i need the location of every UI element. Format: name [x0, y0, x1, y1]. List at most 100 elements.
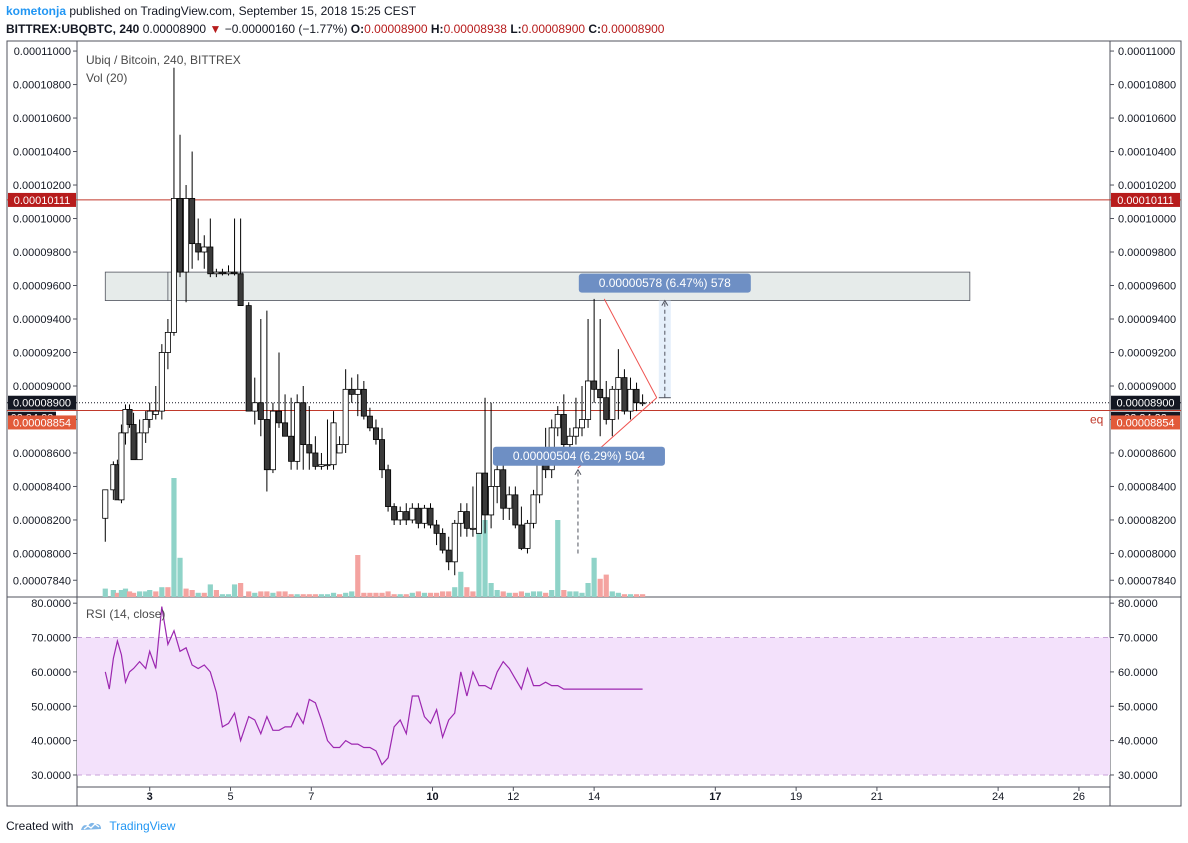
current-price-label: 0.00008900	[1116, 398, 1174, 410]
volume-bar	[300, 594, 306, 597]
volume-bar	[118, 590, 125, 597]
resistance-price-label: 0.00010111	[1117, 195, 1173, 207]
candle	[482, 397, 489, 534]
candle	[439, 528, 446, 554]
publish-info: published on TradingView.com, September …	[69, 4, 417, 18]
y-tick-label-right: 0.00009800	[1118, 247, 1176, 259]
open-label: O:	[350, 22, 365, 36]
x-tick-label: 19	[790, 791, 802, 803]
volume-bar	[409, 592, 415, 597]
volume-bar	[573, 591, 579, 597]
volume-bar	[143, 591, 149, 597]
volume-bar	[597, 578, 603, 597]
y-tick-label-left: 0.00010800	[13, 80, 71, 92]
current-price-label-box	[1111, 395, 1180, 410]
candle	[445, 536, 452, 571]
candle-body	[102, 489, 109, 519]
volume-bar	[189, 590, 195, 597]
rsi-tick-label-left: 30.0000	[31, 770, 71, 782]
candle	[488, 402, 495, 529]
candle	[421, 504, 428, 529]
current-price-label-box	[8, 395, 76, 410]
candle	[391, 503, 398, 525]
open-value: 0.00008900	[364, 22, 428, 36]
candle-body	[397, 511, 404, 521]
volume-bar	[373, 592, 379, 597]
volume-bar	[195, 592, 201, 597]
candle	[318, 452, 325, 470]
rsi-tick-label-right: 30.0000	[1118, 770, 1158, 782]
volume-bar	[518, 591, 524, 597]
candle-body	[433, 524, 440, 534]
author-link[interactable]: kometonja	[6, 4, 67, 18]
rsi-line	[104, 606, 643, 766]
candle	[170, 67, 177, 336]
rsi-band	[77, 637, 1110, 775]
candle	[245, 302, 252, 412]
candle	[554, 406, 561, 437]
volume-bar	[543, 592, 549, 597]
chart-title: Ubiq / Bitcoin, 240, BITTREX	[86, 53, 241, 67]
candle-body	[126, 409, 133, 425]
tradingview-link[interactable]: TradingView	[109, 819, 176, 833]
candle-body	[597, 388, 604, 399]
candle-body	[213, 271, 220, 275]
candle	[251, 377, 258, 425]
volume-bar	[282, 591, 288, 597]
volume-bar	[231, 584, 238, 597]
candle-body	[639, 402, 646, 405]
candle	[294, 394, 301, 470]
rsi-tick-label-right: 60.0000	[1118, 667, 1158, 679]
candle-body	[312, 452, 319, 467]
volume-bar	[114, 592, 120, 597]
candle	[397, 506, 404, 525]
candle-body	[330, 422, 337, 466]
candle-body	[251, 402, 258, 412]
y-tick-label-left: 0.00008200	[13, 515, 71, 527]
volume-bar	[488, 583, 494, 597]
volume-bar	[530, 591, 537, 597]
candle	[237, 218, 244, 307]
y-tick-label-left: 0.00008600	[13, 448, 71, 460]
candle-body	[379, 439, 386, 471]
low-value: 0.00008900	[521, 22, 586, 36]
y-tick-label-right: 0.00010400	[1118, 147, 1176, 159]
candle	[348, 377, 355, 403]
candle-body	[385, 469, 392, 507]
candle	[433, 519, 440, 546]
volume-bar	[246, 591, 252, 597]
candle-body	[164, 331, 171, 353]
candle	[195, 218, 202, 261]
volume-bar	[213, 590, 219, 597]
candle-body	[391, 506, 398, 521]
candle-body	[118, 432, 125, 501]
candle-body	[257, 402, 264, 420]
candle-body	[585, 380, 592, 420]
measure-arrow-icon	[661, 299, 669, 306]
candle	[621, 369, 628, 415]
x-tick-label: 21	[871, 791, 883, 803]
candle	[118, 424, 125, 504]
candle-body	[591, 380, 598, 390]
volume-bar	[324, 594, 331, 597]
tradingview-logo-icon	[81, 822, 102, 830]
candle	[189, 151, 196, 269]
candle-body	[324, 464, 331, 467]
x-tick-label: 26	[1073, 791, 1085, 803]
measure-label-box	[492, 446, 665, 466]
publish-header: kometonja published on TradingView.com, …	[6, 4, 416, 18]
candle-body	[225, 271, 232, 275]
rsi-label: RSI (14, close)	[86, 607, 165, 621]
candle	[597, 319, 604, 437]
candle	[524, 519, 531, 554]
volume-bar	[391, 594, 397, 597]
volume-bar	[355, 555, 361, 597]
volume-bar	[252, 592, 258, 597]
candle-body	[158, 352, 165, 412]
low-label: L:	[510, 22, 522, 36]
eq-label: eq	[1090, 412, 1103, 426]
candle	[158, 344, 165, 420]
volume-bar	[524, 592, 531, 597]
volume-bar	[201, 592, 207, 597]
